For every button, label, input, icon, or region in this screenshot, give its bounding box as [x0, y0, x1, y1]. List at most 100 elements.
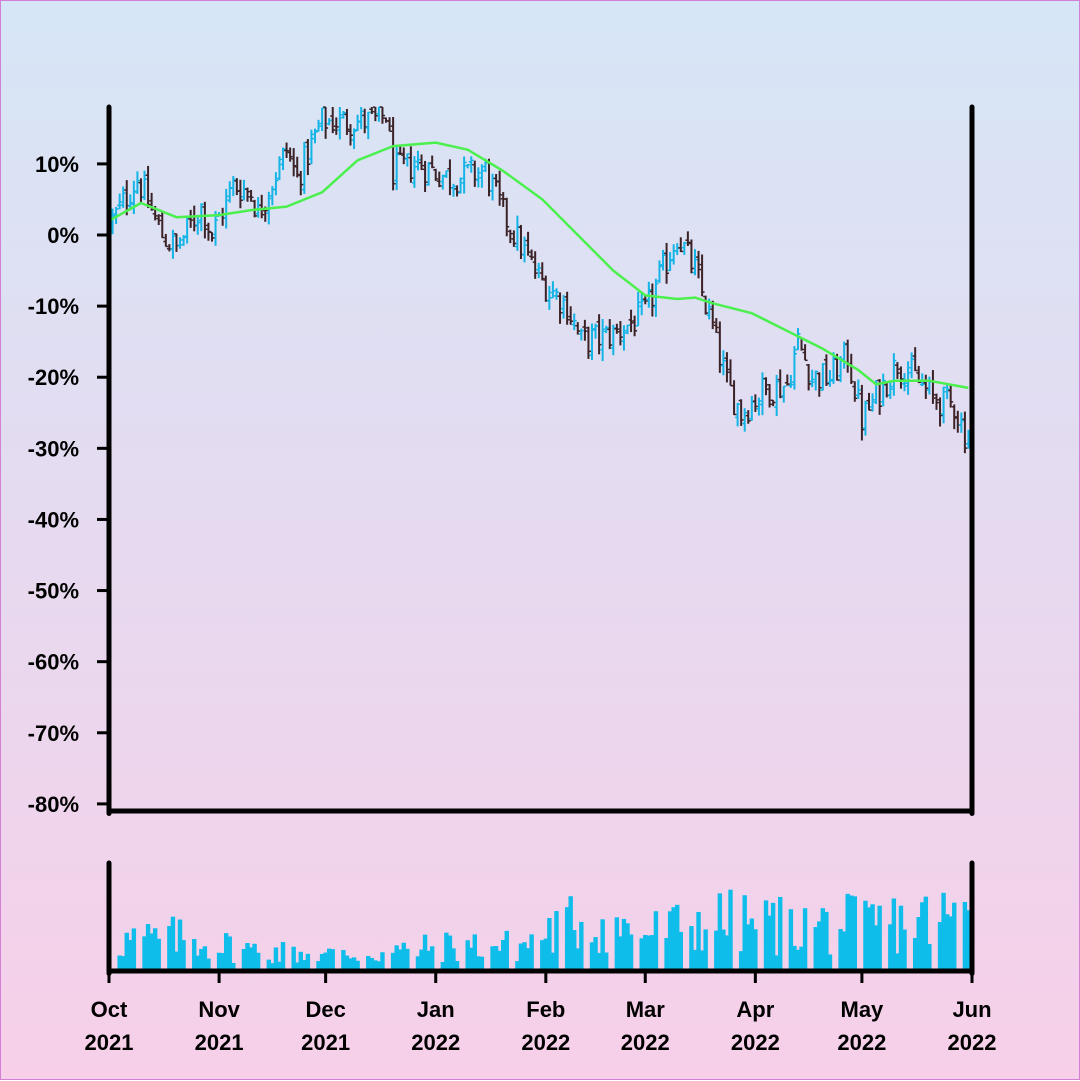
- ohlc-bar: [440, 174, 446, 190]
- ohlc-bar: [404, 153, 410, 167]
- ohlc-bar: [685, 231, 691, 247]
- ohlc-bar: [120, 186, 126, 208]
- ohlc-bar: [681, 241, 687, 255]
- ohlc-bar: [909, 352, 915, 379]
- volume-bar: [891, 898, 897, 971]
- volume-bar: [181, 940, 186, 971]
- volume-bar: [405, 948, 410, 971]
- ohlc-bar: [568, 306, 574, 325]
- ohlc-bar: [703, 295, 709, 315]
- ohlc-bar: [902, 373, 908, 392]
- volume-bar: [902, 929, 907, 971]
- ohlc-bar: [635, 291, 641, 327]
- x-tick-label-year: 2022: [731, 1030, 780, 1055]
- volume-bar: [177, 919, 183, 971]
- volume-bar: [948, 916, 953, 971]
- volume-bar: [366, 956, 371, 971]
- volume-bar: [767, 915, 772, 971]
- volume-bar: [380, 952, 385, 971]
- ohlc-bar: [845, 339, 851, 373]
- y-axis-tick-labels: 10% 0% -10% -20% -30% -40% -50% -60% -70% -80%: [28, 152, 79, 817]
- x-tick-label-year: 2021: [85, 1030, 134, 1055]
- x-tick-label-month: Oct: [91, 997, 128, 1022]
- volume-bar: [650, 935, 655, 971]
- volume-bar: [841, 931, 847, 971]
- ohlc-bar: [390, 116, 396, 191]
- volume-bar: [941, 892, 946, 971]
- ohlc-bar: [717, 321, 723, 373]
- ohlc-bar: [625, 324, 631, 335]
- volume-bar: [717, 893, 723, 971]
- volume-bar: [944, 914, 950, 971]
- volume-bar: [390, 952, 396, 971]
- ohlc-bar: [788, 374, 794, 388]
- volume-bar: [444, 932, 449, 971]
- ohlc-bar: [159, 210, 165, 239]
- volume-bar: [852, 896, 858, 971]
- volume-bar: [355, 960, 360, 971]
- volume-bar: [575, 948, 580, 971]
- ohlc-bar: [578, 328, 584, 341]
- ohlc-bar: [472, 160, 478, 187]
- volume-bar: [721, 929, 726, 971]
- ohlc-bar: [316, 119, 322, 132]
- ohlc-bar: [191, 205, 197, 232]
- ohlc-bar: [319, 107, 325, 132]
- volume-bar: [937, 922, 943, 971]
- ohlc-bar: [273, 172, 279, 196]
- volume-bar: [128, 939, 133, 971]
- ohlc-bar: [372, 106, 378, 122]
- volume-bar: [547, 918, 552, 971]
- ohlc-bar: [933, 393, 939, 410]
- ohlc-bar: [898, 366, 904, 389]
- volume-bar: [266, 959, 272, 971]
- ohlc-bar: [561, 295, 567, 319]
- ohlc-bar: [209, 231, 215, 242]
- ohlc-bar: [806, 363, 812, 391]
- ohlc-bar: [912, 347, 918, 372]
- ohlc-bar: [333, 117, 339, 135]
- volume-bar: [152, 928, 158, 971]
- volume-bar: [341, 950, 346, 971]
- ohlc-bar: [134, 171, 140, 194]
- volume-bar: [621, 918, 627, 971]
- volume-bar: [369, 957, 375, 971]
- ohlc-bar: [365, 111, 371, 140]
- volume-bar: [763, 900, 769, 971]
- ohlc-bar: [234, 178, 240, 196]
- ohlc-bar: [465, 164, 471, 169]
- ohlc-bar: [962, 411, 968, 454]
- ohlc-bar: [621, 325, 627, 351]
- ohlc-bar: [607, 319, 613, 350]
- volume-bar: [348, 958, 353, 971]
- volume-bar: [817, 921, 822, 971]
- ohlc-bar: [720, 350, 726, 376]
- ohlc-bar: [433, 168, 439, 181]
- volume-bar: [479, 956, 485, 971]
- ohlc-bar: [347, 124, 353, 146]
- ohlc-bar: [419, 154, 425, 171]
- volume-bar: [518, 943, 524, 971]
- ohlc-bar: [848, 353, 854, 384]
- volume-panel: [106, 860, 975, 983]
- ohlc-bar: [323, 106, 329, 139]
- ohlc-bar: [674, 243, 680, 256]
- volume-bar: [898, 905, 904, 971]
- volume-bar: [664, 937, 669, 971]
- x-tick-label-year: 2022: [621, 1030, 670, 1055]
- ohlc-bar: [951, 404, 957, 430]
- ohlc-bar: [891, 353, 897, 396]
- volume-bar: [117, 955, 122, 971]
- ohlc-bar: [596, 314, 602, 355]
- x-tick-label-month: Jun: [952, 997, 991, 1022]
- volume-bar: [671, 907, 676, 971]
- ohlc-bar: [131, 180, 137, 215]
- ohlc-bar: [767, 383, 773, 408]
- volume-bar: [554, 911, 559, 971]
- ohlc-bar: [724, 352, 730, 383]
- ohlc-bar: [632, 315, 638, 337]
- ohlc-bar: [280, 147, 286, 171]
- volume-bar: [124, 932, 129, 971]
- volume-bar: [156, 938, 161, 971]
- volume-bar: [231, 962, 236, 971]
